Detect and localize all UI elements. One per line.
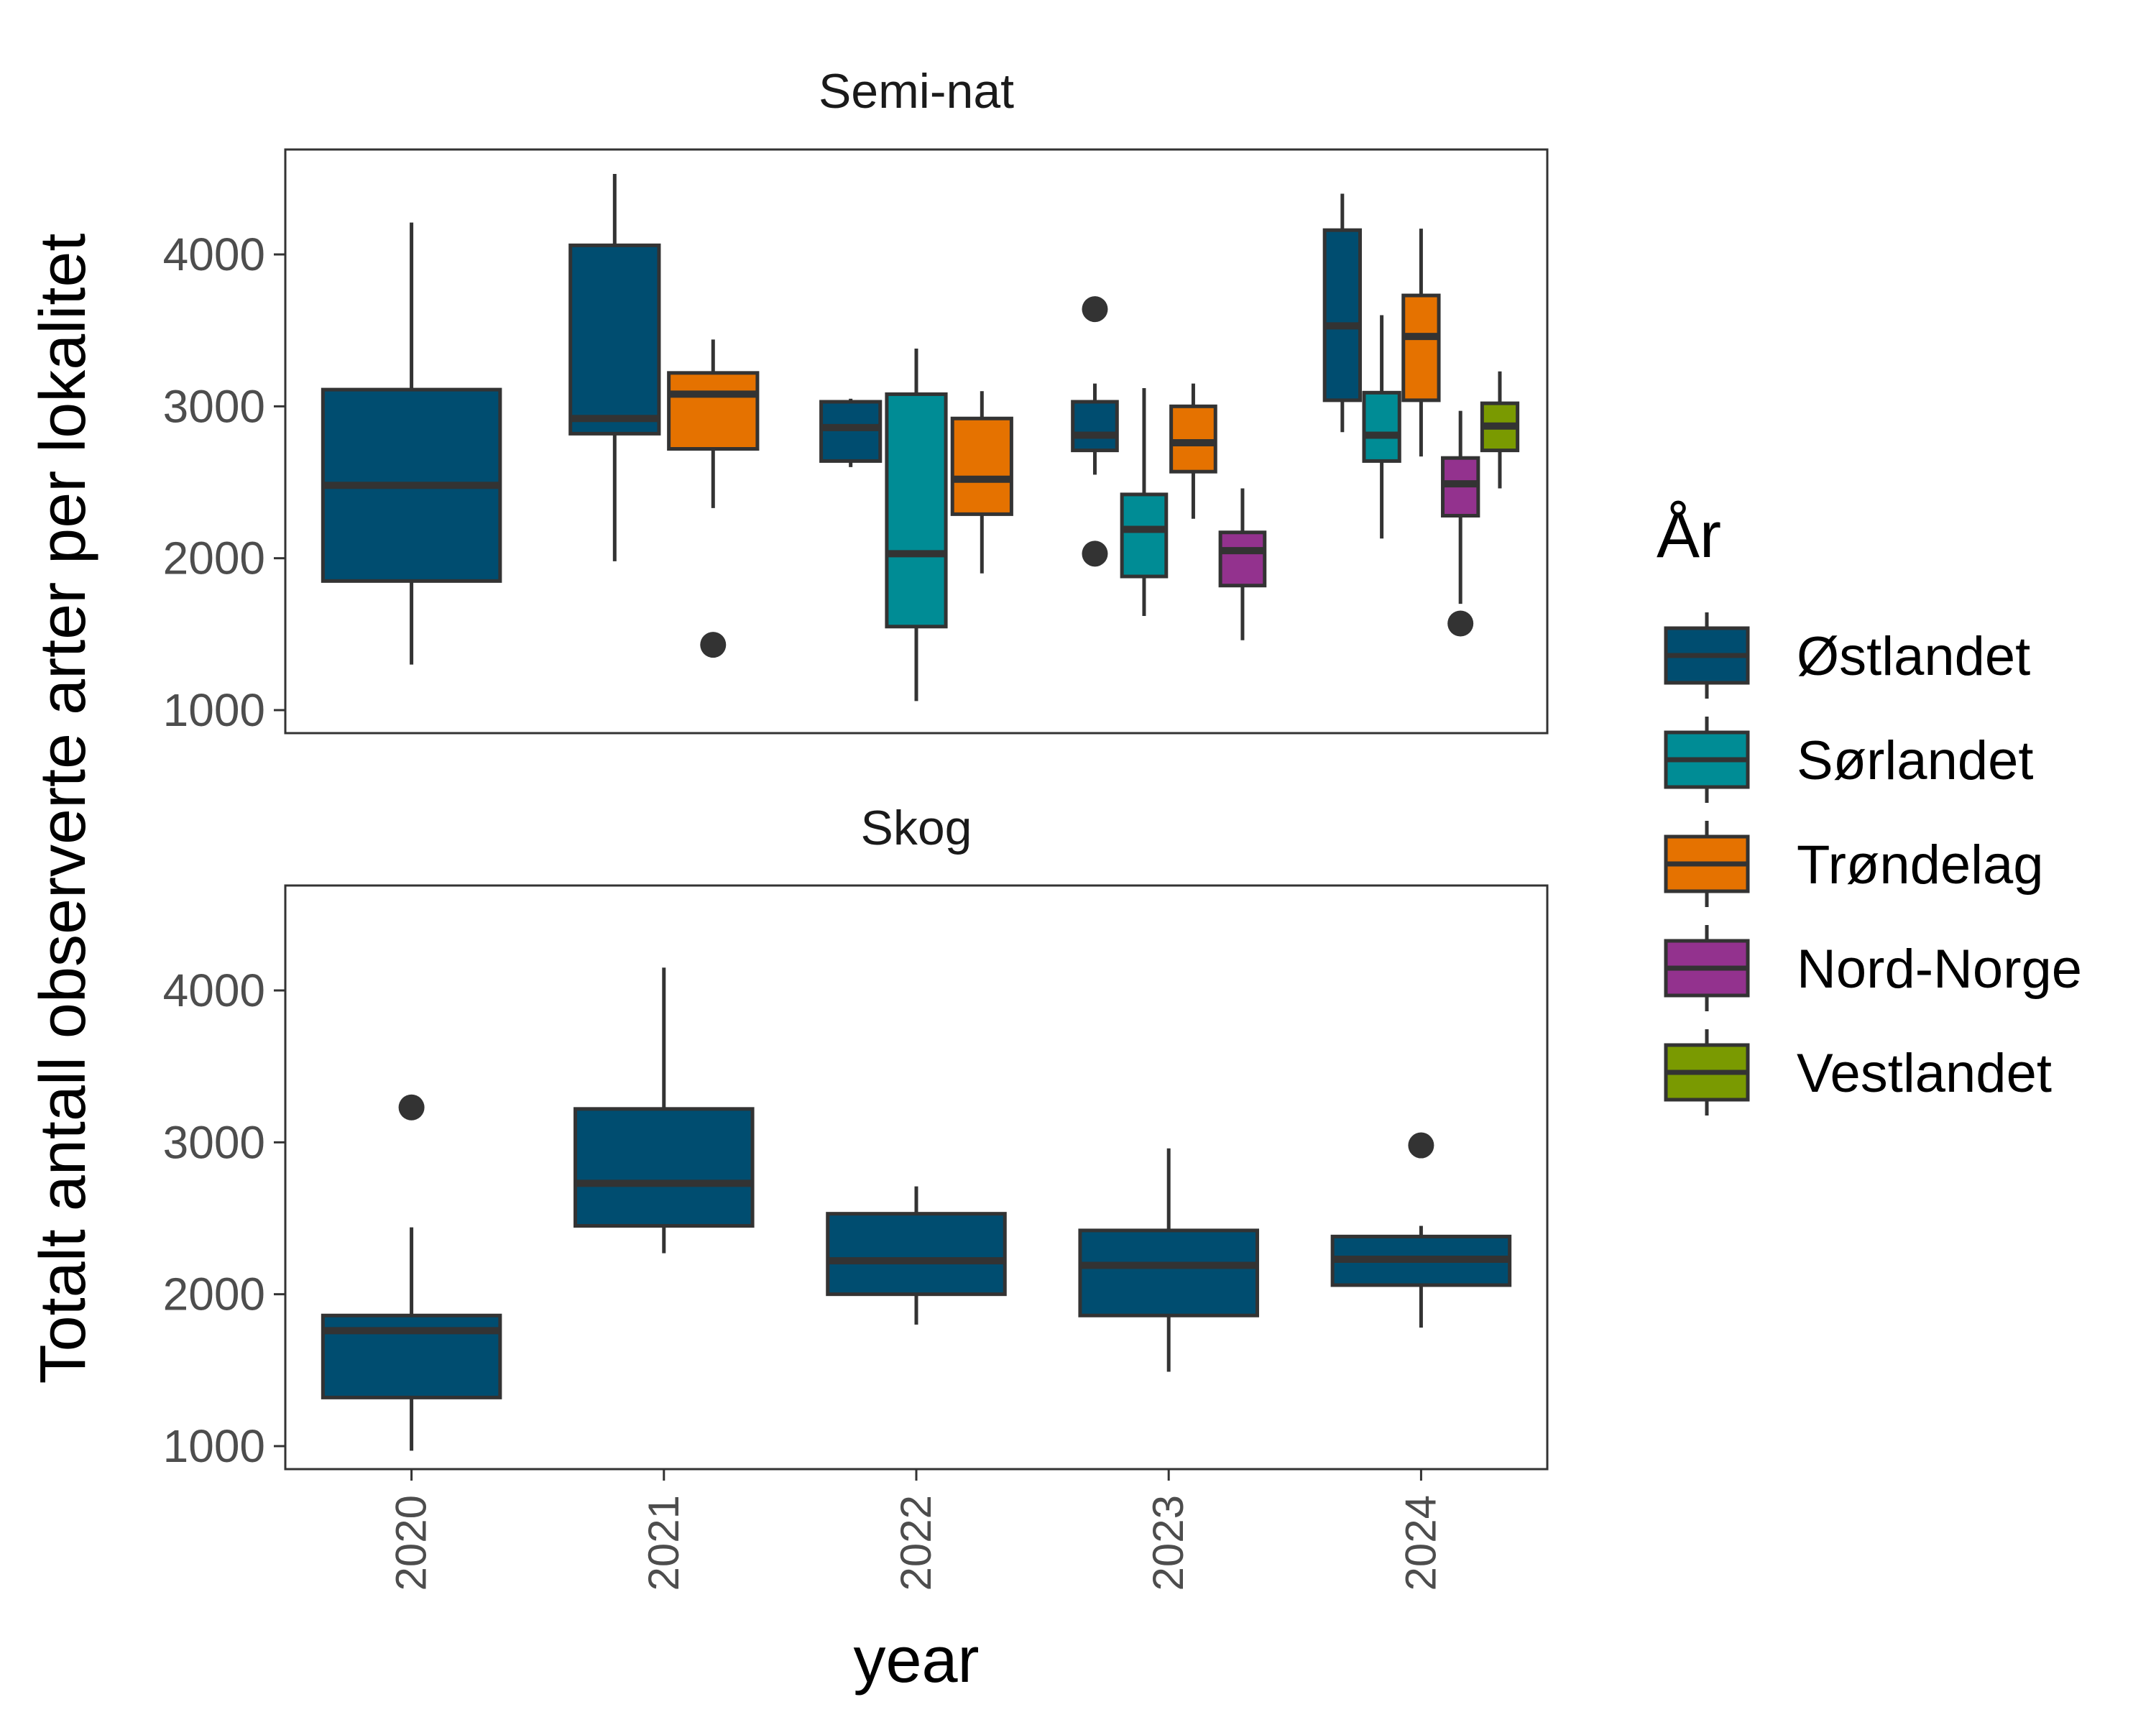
legend-item-trøndelag: Trøndelag xyxy=(1664,821,2044,907)
box-body xyxy=(1218,530,1267,588)
x-tick-label: 2024 xyxy=(1396,1495,1445,1591)
box-semi-nat-2022-østlandet xyxy=(819,398,883,467)
x-tick-label: 2023 xyxy=(1144,1495,1192,1591)
legend-label: Nord-Norge xyxy=(1797,939,2082,1000)
box-body xyxy=(885,392,948,629)
box-skog-2020-østlandet xyxy=(321,1094,502,1451)
outlier-point xyxy=(700,632,727,658)
box-semi-nat-2021-trøndelag xyxy=(667,339,760,658)
box-body xyxy=(568,243,661,436)
y-tick-label-skog: 2000 xyxy=(163,1269,265,1320)
boxes-skog xyxy=(321,967,1512,1451)
y-axis-title: Totalt antall observerte arter per lokal… xyxy=(27,234,99,1384)
box-body xyxy=(667,371,760,451)
box-semi-nat-2024-østlandet xyxy=(1322,193,1362,433)
box-skog-2024-østlandet xyxy=(1330,1132,1512,1328)
outlier-point xyxy=(1447,610,1474,637)
box-semi-nat-2024-sørlandet xyxy=(1362,315,1401,539)
legend-label: Sørlandet xyxy=(1797,730,2034,791)
legend-item-vestlandet: Vestlandet xyxy=(1664,1029,2052,1116)
box-semi-nat-2022-trøndelag xyxy=(950,391,1013,574)
box-semi-nat-2022-sørlandet xyxy=(885,349,948,702)
boxes-semi-nat xyxy=(321,173,1520,702)
y-tick-label-skog: 3000 xyxy=(163,1116,265,1168)
box-semi-nat-2021-østlandet xyxy=(568,173,661,561)
y-tick-label-skog: 1000 xyxy=(163,1420,265,1472)
box-semi-nat-2024-trøndelag xyxy=(1401,229,1441,457)
box-skog-2022-østlandet xyxy=(826,1186,1007,1325)
legend-title: År xyxy=(1657,500,1721,571)
box-body xyxy=(1169,404,1217,474)
x-tick-label: 2020 xyxy=(387,1495,436,1591)
outlier-point xyxy=(1082,540,1108,567)
box-semi-nat-2023-østlandet xyxy=(1071,296,1119,567)
y-tick-label-semi-nat: 4000 xyxy=(163,229,265,280)
legend-item-nord-norge: Nord-Norge xyxy=(1664,925,2082,1011)
legend-label: Østlandet xyxy=(1797,626,2030,687)
box-skog-2021-østlandet xyxy=(573,967,755,1254)
box-semi-nat-2024-nord-norge xyxy=(1441,410,1480,637)
box-body xyxy=(819,400,883,463)
x-axis-title: year xyxy=(853,1624,979,1696)
outlier-point xyxy=(398,1094,425,1121)
box-semi-nat-2023-trøndelag xyxy=(1169,383,1217,519)
box-body xyxy=(1322,228,1362,402)
y-tick-label-semi-nat: 2000 xyxy=(163,533,265,584)
y-tick-label-skog: 4000 xyxy=(163,965,265,1016)
outlier-point xyxy=(1408,1132,1434,1159)
box-semi-nat-2023-nord-norge xyxy=(1218,488,1267,640)
y-tick-label-semi-nat: 3000 xyxy=(163,380,265,432)
panel-frame-semi-nat xyxy=(284,148,1549,735)
box-body xyxy=(950,416,1013,516)
outlier-point xyxy=(1082,296,1108,323)
x-tick-label: 2021 xyxy=(640,1495,688,1591)
box-body xyxy=(1362,390,1401,463)
legend-item-østlandet: Østlandet xyxy=(1664,612,2030,699)
x-tick-label: 2022 xyxy=(892,1495,940,1591)
legend: Østlandet Sørlandet Trøndelag Nord-Norge Ves… xyxy=(1664,612,2082,1116)
box-body xyxy=(826,1212,1007,1297)
legend-item-sørlandet: Sørlandet xyxy=(1664,717,2034,803)
panel-title-skog: Skog xyxy=(861,801,972,855)
box-semi-nat-2024-vestlandet xyxy=(1480,371,1520,489)
box-semi-nat-2023-sørlandet xyxy=(1120,387,1169,616)
y-tick-label-semi-nat: 1000 xyxy=(163,684,265,736)
panel-title-semi-nat: Semi-nat xyxy=(819,64,1014,119)
axes: 1000 2000 3000 4000 1000 2000 3000 4000 2020 2021… xyxy=(163,229,1445,1591)
legend-label: Trøndelag xyxy=(1797,834,2044,896)
box-body xyxy=(1401,293,1441,402)
box-skog-2023-østlandet xyxy=(1078,1148,1259,1372)
box-body xyxy=(573,1107,755,1228)
legend-label: Vestlandet xyxy=(1797,1043,2052,1104)
box-semi-nat-2020-østlandet xyxy=(321,222,502,665)
box-body xyxy=(1071,400,1119,453)
box-body xyxy=(1120,492,1169,579)
box-body xyxy=(1078,1228,1259,1317)
